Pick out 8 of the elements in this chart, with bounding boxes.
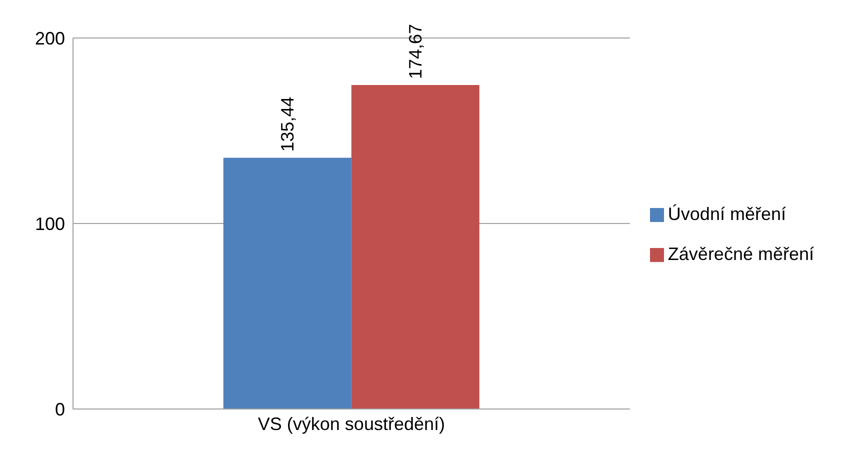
x-tick-label: VS (výkon soustředění): [258, 414, 446, 434]
y-tick-label: 100: [34, 214, 65, 234]
legend-label: Závěrečné měření: [668, 244, 814, 264]
y-tick-label: 200: [34, 28, 65, 48]
data-label: 135,44: [277, 96, 298, 152]
legend-label: Úvodní měření: [668, 204, 786, 224]
y-tick-label: 0: [54, 399, 65, 420]
data-label: 174,67: [405, 24, 426, 79]
